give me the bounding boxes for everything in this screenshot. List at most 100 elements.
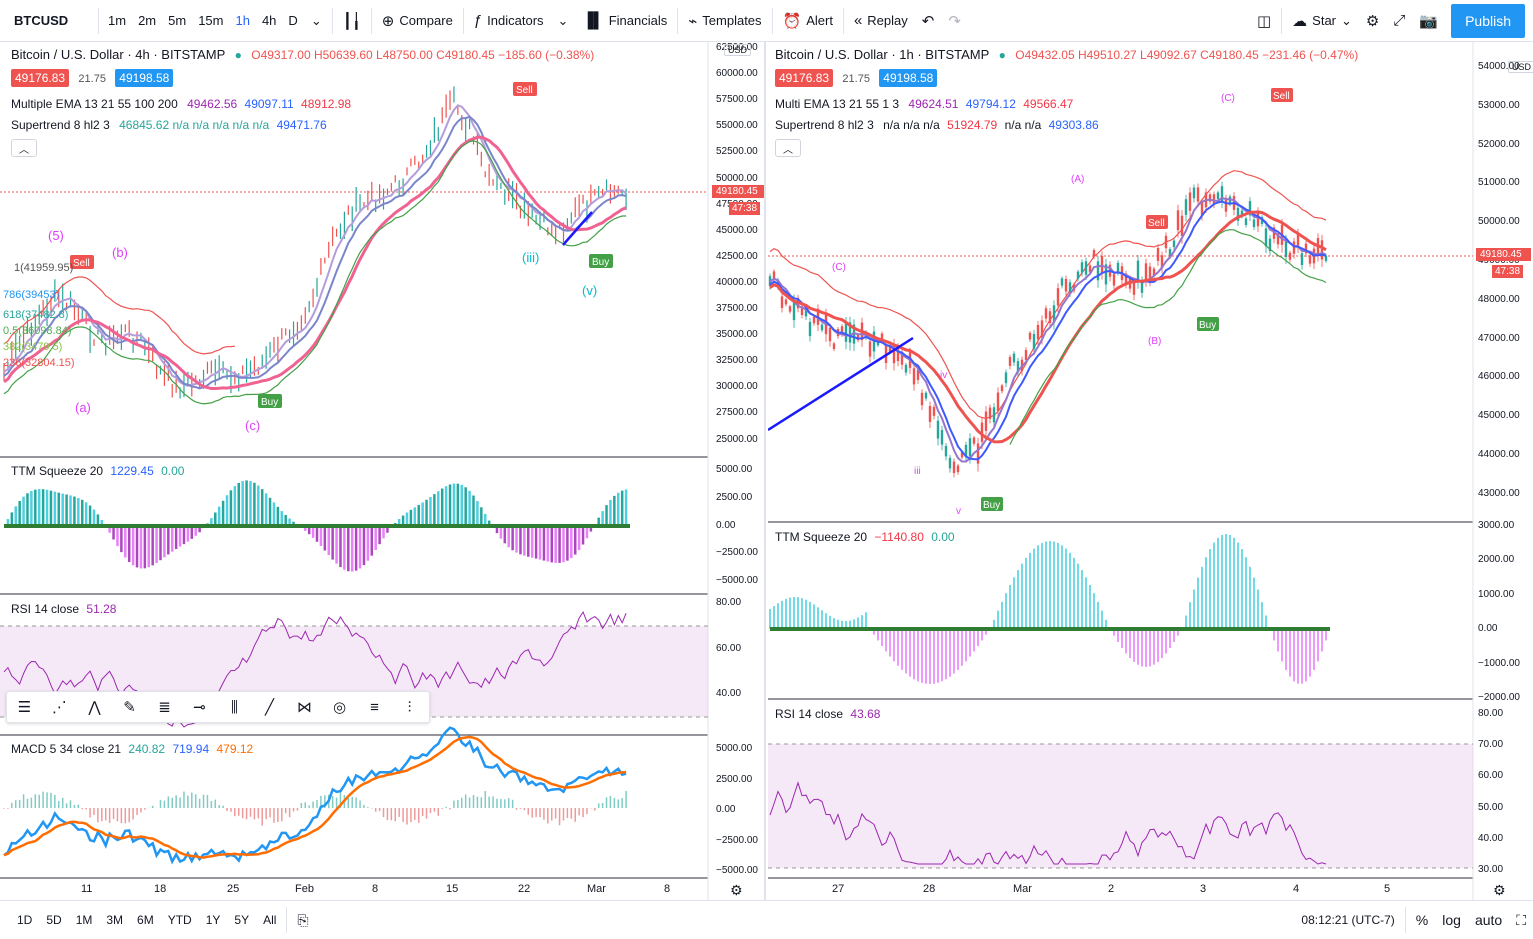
range-5y-button[interactable]: 5Y (234, 913, 250, 927)
timeframe-5m[interactable]: 5m (168, 13, 187, 28)
compare-button[interactable]: ⊕ Compare (375, 0, 460, 42)
range-6m-button[interactable]: 6M (137, 913, 154, 927)
auto-scale-toggle[interactable]: auto (1474, 912, 1503, 928)
timeframe-dropdown-icon[interactable]: ⌄ (310, 12, 322, 28)
collapse-legend-button[interactable]: ︿ (775, 139, 801, 157)
range-5d-button[interactable]: 5D (46, 913, 62, 927)
right-ema-legend[interactable]: Multi EMA 13 21 55 1 3 49624.51 49794.12… (775, 97, 1073, 111)
timeframe-2m[interactable]: 2m (138, 13, 157, 28)
supertrend-mid: 51924.79 (947, 118, 998, 132)
fib-retracement-tool-icon[interactable]: ≣ (158, 699, 171, 716)
pen-tool-icon[interactable]: ✎ (123, 699, 136, 716)
left-chart-legend: Bitcoin / U.S. Dollar · 4h · BITSTAMP ● … (11, 47, 594, 62)
fullscreen-button[interactable]: ⤢ (1386, 0, 1412, 42)
xabcd-pattern-tool-icon[interactable]: ⋈ (297, 699, 312, 716)
timeframe-1h[interactable]: 1h (235, 13, 250, 28)
bar-chart-icon: ▐▌ (582, 12, 604, 29)
divider (331, 7, 333, 34)
indicators-button[interactable]: ƒ Indicators (467, 0, 551, 42)
ttm-label: TTM Squeeze 20 (11, 464, 104, 478)
star-button[interactable]: ☁ Star ⌄ (1285, 0, 1359, 42)
symbol-search[interactable]: BTCUSD (14, 13, 69, 28)
fib-channel-tool-icon[interactable]: ≡ (370, 698, 379, 716)
rewind-icon: « (853, 12, 863, 29)
alert-button[interactable]: ⏰ Alert (776, 0, 840, 42)
supertrend-label: Supertrend 8 hl2 3 (11, 118, 110, 132)
left-rsi-legend[interactable]: RSI 14 close 51.28 (11, 602, 116, 616)
abc-pattern-tool-icon[interactable]: ⋀ (88, 699, 101, 716)
bid-price-button[interactable]: 49176.83 (775, 69, 834, 87)
layout-button[interactable]: ◫ (1250, 0, 1278, 42)
range-3m-button[interactable]: 3M (106, 913, 124, 927)
left-ttm-legend[interactable]: TTM Squeeze 20 1229.45 0.00 (11, 464, 184, 478)
right-rsi-legend[interactable]: RSI 14 close 43.68 (775, 707, 880, 721)
bid-price-button[interactable]: 49176.83 (11, 69, 70, 87)
clock-display[interactable]: 08:12:21 (UTC-7) (1301, 913, 1395, 927)
wave-label: (B) (1148, 336, 1161, 347)
axis-tick-label: −2500.00 (716, 834, 758, 846)
goto-date-button[interactable]: ⎘ (290, 912, 315, 929)
cloud-icon: ☁ (1292, 12, 1308, 30)
left-axis-settings-icon[interactable]: ⚙ (730, 882, 743, 898)
range-ytd-button[interactable]: YTD (167, 913, 192, 927)
left-supertrend-legend[interactable]: Supertrend 8 hl2 3 46845.62 n/a n/a n/a … (11, 118, 327, 132)
right-currency-label[interactable]: USD (1508, 61, 1533, 73)
replay-button[interactable]: « Replay (847, 0, 915, 42)
range-1d-button[interactable]: 1D (17, 913, 33, 927)
financials-button[interactable]: ▐▌ Financials (575, 0, 674, 42)
wave-label: (A) (1071, 174, 1084, 185)
rsi-value: 51.28 (86, 602, 117, 616)
left-chart-title: Bitcoin / U.S. Dollar · 4h · BITSTAMP (11, 47, 226, 62)
right-ttm-legend[interactable]: TTM Squeeze 20 −1140.80 0.00 (775, 530, 955, 544)
fib-label-5: 382(3479.5) (3, 341, 63, 353)
gann-tool-icon[interactable]: ◎ (332, 699, 347, 716)
spread-value: 21.75 (78, 73, 106, 85)
chart-type-button[interactable]: ┃╽ (336, 0, 368, 42)
left-currency-label[interactable]: USD (724, 44, 752, 56)
right-chart-panel[interactable]: Sell Buy Buy Sell (C) (A) iv iii (B) (C) v Bitcoin… (768, 42, 1533, 900)
left-ema-legend[interactable]: Multiple EMA 13 21 55 100 200 49462.56 4… (11, 97, 351, 111)
signal-badge (70, 255, 94, 269)
publish-button[interactable]: Publish (1451, 3, 1525, 38)
undo-button[interactable]: ↶ (915, 0, 942, 42)
right-axis-settings-icon[interactable]: ⚙ (1493, 882, 1506, 898)
axis-tick-label: 50000.00 (716, 172, 758, 184)
range-all-button[interactable]: All (263, 913, 277, 927)
ask-price-button[interactable]: 49198.58 (879, 69, 938, 87)
fib-label-3: 618(37482.8) (3, 309, 69, 321)
horizontal-lines-tool-icon[interactable]: ☰ (17, 699, 32, 716)
axis-tick-label: 37500.00 (716, 303, 758, 314)
parallel-channel-tool-icon[interactable]: ⫶ (407, 698, 412, 716)
settings-button[interactable]: ⚙ (1359, 0, 1386, 42)
log-scale-toggle[interactable]: log (1442, 912, 1461, 928)
templates-button[interactable]: ⌁ Templates (681, 0, 768, 42)
elliott-wave-tool-icon[interactable]: ⋰ (52, 699, 67, 716)
percent-scale-toggle[interactable]: % (1415, 912, 1429, 928)
horizontal-ray-tool-icon[interactable]: ⊸ (193, 699, 206, 716)
timeframe-d[interactable]: D (288, 13, 298, 28)
ema-line-55 (769, 210, 1327, 444)
maximize-icon[interactable]: ⛶ (1516, 911, 1526, 928)
divider (462, 7, 464, 34)
ask-price-button[interactable]: 49198.58 (115, 69, 174, 87)
timeframe-15m[interactable]: 15m (198, 13, 224, 28)
rsi-line (3, 611, 627, 728)
range-1m-button[interactable]: 1M (75, 913, 93, 927)
axis-tick-label: 80.00 (716, 597, 742, 608)
trend-line-tool-icon[interactable]: ╱ (264, 699, 275, 716)
wave-label: (C) (1221, 93, 1235, 104)
right-chart-canvas[interactable]: Sell Buy Buy Sell (C) (A) iv iii (B) (C) v (768, 42, 1533, 900)
axis-tick-label: −1000.00 (1478, 657, 1520, 669)
redo-button[interactable]: ↷ (941, 0, 968, 42)
left-chart-panel[interactable]: (a) (b) (c) (iii) (v) (5) Sell Buy Sell Buy Bitco… (0, 42, 766, 900)
range-1y-button[interactable]: 1Y (205, 913, 221, 927)
snapshot-button[interactable]: 📷 (1412, 0, 1445, 42)
left-macd-legend[interactable]: MACD 5 34 close 21 240.82 719.94 479.12 (11, 742, 253, 756)
date-range-tool-icon[interactable]: ⫼ (231, 698, 238, 716)
time-tick-label: 5 (1384, 883, 1391, 895)
right-supertrend-legend[interactable]: Supertrend 8 hl2 3 n/a n/a n/a 51924.79 … (775, 118, 1099, 132)
timeframe-4h[interactable]: 4h (261, 13, 277, 28)
timeframe-1m[interactable]: 1m (108, 13, 127, 28)
collapse-legend-button[interactable]: ︿ (11, 139, 37, 157)
indicators-dropdown-icon[interactable]: ⌄ (557, 12, 569, 28)
